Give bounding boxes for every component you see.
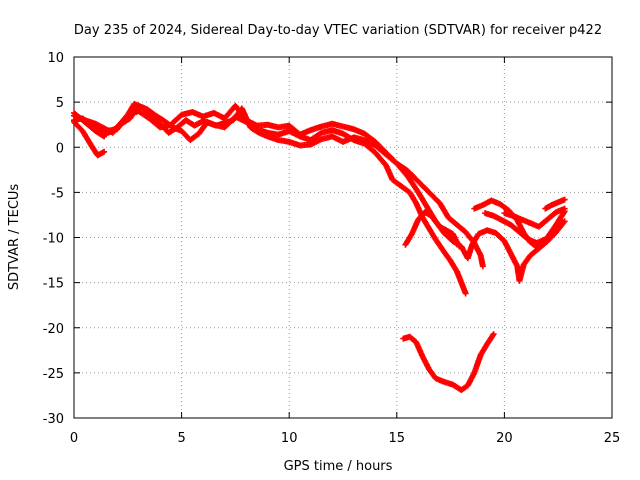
y-tick-label: -10 bbox=[43, 232, 64, 247]
grid-lines bbox=[74, 57, 612, 418]
y-tick-label: -5 bbox=[51, 186, 64, 201]
data-point bbox=[479, 263, 486, 270]
x-tick-label: 10 bbox=[281, 431, 298, 446]
y-tick-label: 0 bbox=[56, 141, 64, 156]
x-tick-label: 25 bbox=[604, 431, 621, 446]
series-track-2 bbox=[71, 100, 469, 297]
y-tick-label: 5 bbox=[56, 96, 64, 111]
data-point bbox=[558, 220, 565, 227]
series-track-3 bbox=[71, 102, 568, 284]
y-tick-label: -25 bbox=[43, 367, 64, 382]
data-point bbox=[490, 331, 497, 338]
series-track-10 bbox=[400, 331, 497, 394]
y-tick-label: -30 bbox=[43, 412, 64, 427]
data-point bbox=[462, 290, 469, 297]
x-tick-label: 0 bbox=[70, 431, 78, 446]
y-axis-title: SDTVAR / TECUs bbox=[7, 184, 22, 291]
data-point bbox=[101, 148, 108, 155]
x-tick-label: 5 bbox=[177, 431, 185, 446]
series-track-9 bbox=[542, 196, 568, 212]
axis-ticks: 0 5 10 15 20 25 -30 -25 -20 -15 -10 -5 0 5 10 bbox=[43, 51, 621, 446]
series-track-8 bbox=[501, 205, 568, 230]
series-track-5 bbox=[402, 209, 463, 250]
y-tick-label: 10 bbox=[47, 51, 64, 66]
chart-title: Day 235 of 2024, Sidereal Day-to-day VTE… bbox=[74, 23, 602, 38]
series-track-7 bbox=[482, 210, 566, 246]
x-axis-title: GPS time / hours bbox=[284, 459, 393, 474]
data-series bbox=[71, 100, 568, 394]
x-tick-label: 20 bbox=[496, 431, 513, 446]
data-point bbox=[456, 243, 463, 250]
data-point bbox=[561, 196, 568, 203]
y-tick-label: -15 bbox=[43, 277, 64, 292]
x-tick-label: 15 bbox=[389, 431, 406, 446]
y-tick-label: -20 bbox=[43, 322, 64, 337]
data-point bbox=[561, 205, 568, 212]
data-point bbox=[559, 219, 566, 226]
series-track-4 bbox=[71, 102, 486, 270]
